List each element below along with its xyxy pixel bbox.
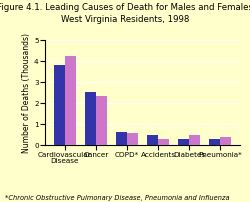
Bar	[220, 137, 231, 145]
Bar	[116, 132, 127, 145]
Bar	[54, 65, 65, 145]
Bar	[65, 56, 76, 145]
Y-axis label: Number of Deaths (Thousands): Number of Deaths (Thousands)	[22, 33, 31, 153]
Bar	[189, 135, 200, 145]
Bar	[85, 92, 96, 145]
Text: West Virginia Residents, 1998: West Virginia Residents, 1998	[61, 15, 189, 24]
Bar	[96, 97, 107, 145]
Bar	[158, 139, 169, 145]
Bar	[127, 133, 138, 145]
Text: Figure 4.1. Leading Causes of Death for Males and Females: Figure 4.1. Leading Causes of Death for …	[0, 3, 250, 12]
Bar	[178, 139, 189, 145]
Text: *Chronic Obstructive Pulmonary Disease, Pneumonia and Influenza: *Chronic Obstructive Pulmonary Disease, …	[5, 195, 230, 201]
Bar	[147, 135, 158, 145]
Bar	[209, 139, 220, 145]
